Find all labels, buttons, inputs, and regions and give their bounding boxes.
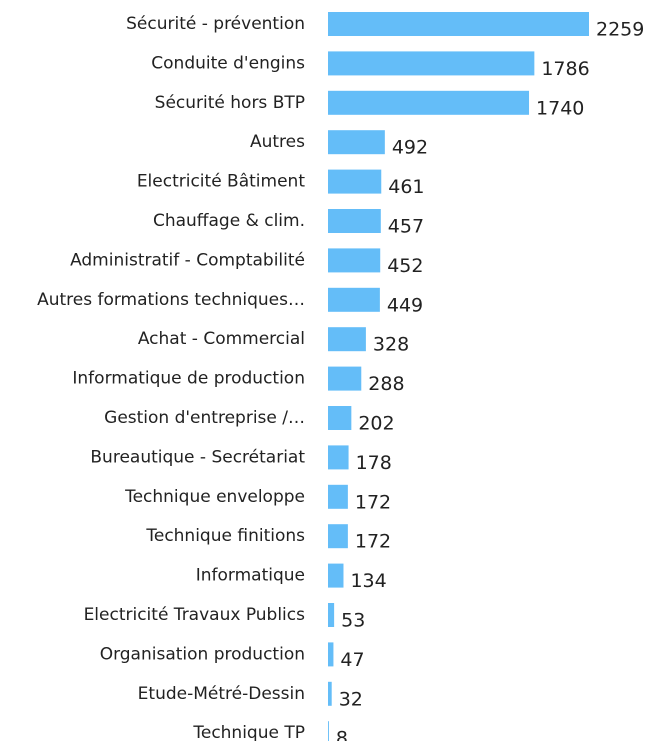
value-label: 53 [341,610,365,632]
category-label: Informatique de production [72,369,305,389]
category-label: Autres [250,132,305,152]
bar [328,130,385,155]
category-label: Conduite d'engins [151,53,305,73]
category-label: Technique enveloppe [124,487,305,507]
category-label: Electricité Bâtiment [137,172,306,192]
bar [328,327,366,352]
value-label: 8 [336,728,348,741]
value-label: 328 [373,334,409,356]
bar [328,524,348,549]
category-label: Electricité Travaux Publics [84,605,306,625]
bar [328,642,334,667]
value-label: 32 [339,688,363,710]
bar [328,445,349,470]
value-label: 178 [356,452,392,474]
bar [328,248,381,273]
value-label: 172 [355,491,391,513]
bar [328,287,380,312]
category-label: Bureautique - Secrétariat [90,447,305,467]
bar [328,681,332,706]
category-label: Achat - Commercial [138,329,305,349]
value-label: 2259 [596,19,644,41]
bar [328,51,535,76]
bar [328,721,329,741]
category-label: Technique TP [192,723,305,741]
value-label: 47 [340,649,364,671]
value-label: 172 [355,531,391,553]
category-label: Gestion d'entreprise /… [104,408,305,428]
value-label: 452 [387,255,423,277]
category-label: Chauffage & clim. [153,211,305,231]
bar [328,209,381,233]
bar [328,366,362,391]
category-label: Organisation production [100,644,305,664]
category-label: Sécurité hors BTP [155,93,305,113]
bar [328,12,589,36]
category-label: Informatique [196,566,305,586]
category-label: Autres formations techniques… [37,290,305,310]
bar [328,603,335,627]
bar [328,406,352,430]
value-label: 492 [392,137,428,159]
category-label: Sécurité - prévention [126,14,305,34]
value-label: 1786 [541,58,589,80]
value-label: 288 [368,373,404,395]
value-label: 134 [350,570,386,592]
category-label: Administratif - Comptabilité [70,250,305,270]
bar [328,169,382,194]
bar [328,90,530,115]
category-label: Etude-Métré-Dessin [138,684,305,704]
value-label: 461 [388,176,424,198]
value-label: 1740 [536,97,584,119]
bar [328,563,344,588]
bar [328,484,348,509]
value-label: 457 [388,216,424,238]
category-label: Technique finitions [145,526,305,546]
value-label: 449 [387,294,423,316]
value-label: 202 [358,413,394,435]
